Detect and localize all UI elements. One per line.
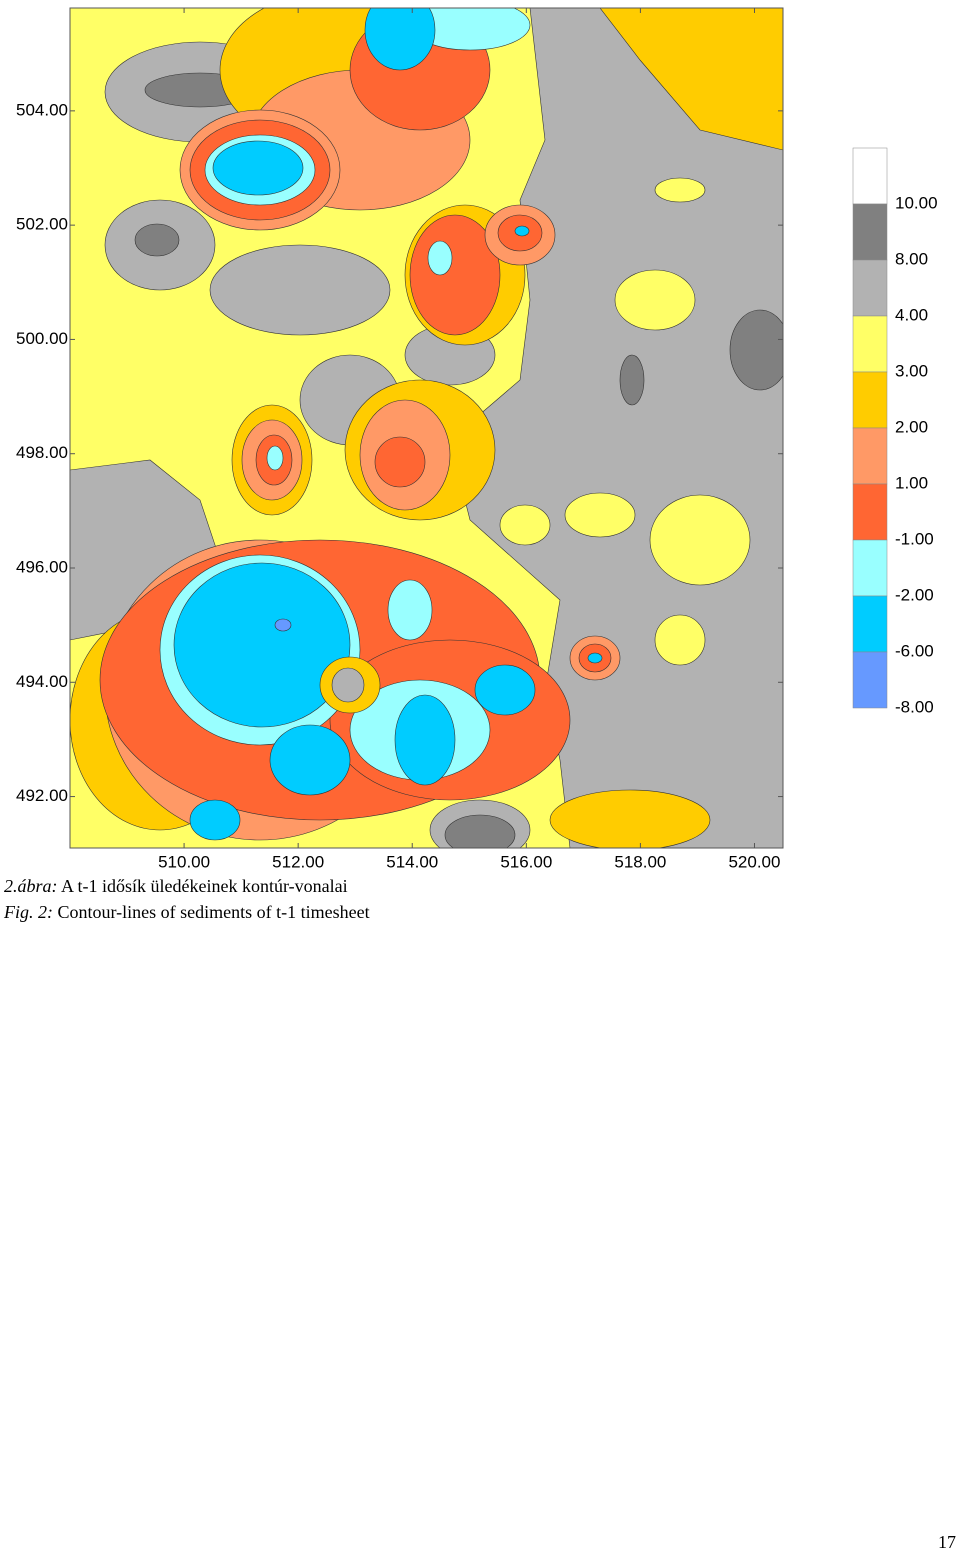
- legend-swatch: [852, 371, 888, 429]
- caption-text: Contour-lines of sediments of t-1 timesh…: [57, 902, 370, 922]
- contour-region: [394, 694, 456, 786]
- contour-region: [331, 667, 365, 703]
- legend-swatch: [852, 259, 888, 317]
- contour-region: [427, 240, 453, 276]
- caption-label: Fig. 2:: [4, 902, 53, 922]
- legend-label: -2.00: [895, 585, 934, 604]
- contour-region: [274, 618, 292, 632]
- contour-region: [269, 724, 351, 796]
- contour-region: [266, 445, 284, 471]
- contour-region: [654, 177, 706, 203]
- caption-hu: 2.ábra: A t-1 idősík üledékeinek kontúr-…: [4, 876, 348, 897]
- legend-label: -8.00: [895, 697, 934, 716]
- x-tick-label: 518.00: [614, 852, 666, 870]
- contour-field: [70, 8, 783, 848]
- contour-region: [564, 492, 636, 538]
- legend-swatch: [852, 651, 888, 709]
- x-tick-label: 520.00: [728, 852, 780, 870]
- y-tick-label: 496.00: [16, 557, 68, 576]
- legend-label: 8.00: [895, 249, 928, 268]
- contour-region: [189, 799, 241, 841]
- contour-region: [619, 354, 645, 406]
- contour-region: [212, 140, 304, 196]
- plot-frame: [69, 7, 784, 849]
- legend-label: 3.00: [895, 361, 928, 380]
- legend-label: 1.00: [895, 473, 928, 492]
- legend-label: -1.00: [895, 529, 934, 548]
- contour-region: [474, 664, 536, 716]
- legend-swatch: [852, 147, 888, 205]
- legend-label: 4.00: [895, 305, 928, 324]
- contour-region: [374, 436, 426, 488]
- legend-label: 2.00: [895, 417, 928, 436]
- legend-swatch: [852, 203, 888, 261]
- legend-label: 10.00: [895, 193, 938, 212]
- page-number: 17: [938, 1532, 956, 1552]
- contour-region: [614, 269, 696, 331]
- legend-swatch: [852, 539, 888, 597]
- x-tick-label: 514.00: [386, 852, 438, 870]
- contour-region: [599, 8, 783, 151]
- contour-region: [587, 652, 603, 664]
- caption-label: 2.ábra:: [4, 876, 58, 896]
- x-tick-label: 516.00: [500, 852, 552, 870]
- legend-swatch: [852, 315, 888, 373]
- chart: 510.00 512.00 514.00 516.00 518.00 520.00 492.…: [16, 7, 938, 870]
- contour-region: [649, 494, 751, 586]
- caption-text: A t-1 idősík üledékeinek kontúr-vonalai: [61, 876, 348, 896]
- x-tick-label: 512.00: [272, 852, 324, 870]
- legend-label: -6.00: [895, 641, 934, 660]
- contour-region: [444, 814, 516, 848]
- contour-region: [134, 223, 180, 257]
- contour-region: [364, 8, 436, 71]
- contour-region: [729, 309, 783, 391]
- contour-region: [499, 504, 551, 546]
- legend-swatch: [852, 427, 888, 485]
- y-tick-label: 498.00: [16, 443, 68, 462]
- x-tick-label: 510.00: [158, 852, 210, 870]
- y-tick-label: 492.00: [16, 786, 68, 805]
- y-tick-label: 494.00: [16, 672, 68, 691]
- contour-region: [209, 244, 391, 336]
- contour-region: [654, 614, 706, 666]
- legend-swatch: [852, 483, 888, 541]
- caption-en: Fig. 2: Contour-lines of sediments of t-…: [4, 902, 370, 923]
- y-tick-label: 502.00: [16, 215, 68, 234]
- y-tick-label: 504.00: [16, 100, 68, 119]
- contour-region: [173, 562, 351, 728]
- contour-region: [549, 789, 711, 848]
- y-tick-label: 500.00: [16, 329, 68, 348]
- contour-region: [514, 225, 530, 237]
- legend-swatch: [852, 595, 888, 653]
- contour-region: [387, 579, 433, 641]
